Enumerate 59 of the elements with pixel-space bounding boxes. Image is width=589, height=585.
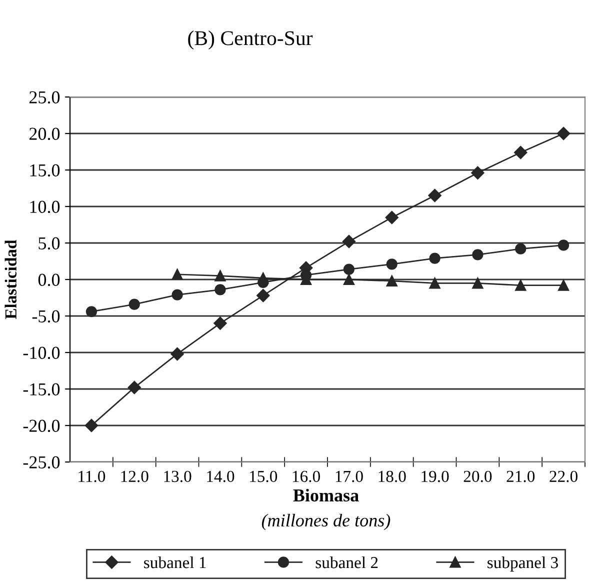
point: [471, 166, 484, 180]
y-tick-label: 25.0: [29, 91, 60, 104]
point: [514, 146, 528, 160]
y-tick-label: 5.0: [38, 237, 60, 250]
point: [172, 268, 183, 280]
point: [385, 210, 398, 224]
point: [429, 252, 440, 264]
point: [214, 284, 226, 296]
point: [515, 280, 526, 291]
x-tick-label: 11.0: [78, 470, 106, 482]
point: [386, 258, 398, 270]
point: [343, 264, 355, 275]
y-tick-label: -25.0: [23, 456, 60, 469]
point: [170, 347, 184, 361]
point: [556, 126, 570, 140]
point: [172, 289, 183, 300]
x-tick-label: 20.0: [464, 470, 492, 482]
x-axis-title: Biomasa: [293, 488, 359, 502]
x-tick-label: 22.0: [550, 470, 578, 482]
y-tick-label: -10.0: [23, 346, 60, 360]
point: [128, 380, 141, 394]
text: (millones de tons): [262, 514, 390, 530]
x-tick-label: 17.0: [336, 470, 363, 482]
x-tick-label: 21.0: [506, 470, 535, 482]
point: [429, 278, 440, 289]
y-tick-label: 0.0: [38, 274, 60, 286]
y-tick-label: 15.0: [30, 164, 60, 177]
legend-label: subanel 1: [144, 556, 206, 568]
point: [472, 249, 484, 260]
chart-title: (B) Centro-Sur: [188, 30, 313, 50]
point: [558, 240, 570, 251]
legend-label: subanel 2: [316, 556, 378, 568]
point: [428, 188, 442, 202]
x-tick-label: 19.0: [422, 470, 449, 482]
y-tick-label: 10.0: [30, 200, 60, 214]
y-tick-label: -20.0: [23, 420, 60, 432]
point: [128, 298, 140, 310]
point: [386, 275, 398, 287]
x-tick-label: 14.0: [207, 470, 234, 482]
point: [86, 306, 98, 318]
y-axis-title: Elasticidad: [4, 240, 17, 320]
point: [558, 280, 570, 291]
point: [214, 316, 227, 330]
point: [515, 243, 526, 254]
point: [342, 234, 356, 248]
point: [256, 288, 270, 302]
point: [84, 418, 98, 432]
y-tick-label: -5.0: [32, 310, 60, 323]
x-tick-label: 12.0: [121, 470, 148, 482]
legend-label: subpanel 3: [488, 556, 558, 572]
y-tick-label: -15.0: [23, 383, 60, 396]
point: [343, 274, 355, 286]
point: [472, 278, 484, 289]
x-tick-label: 18.0: [378, 470, 406, 482]
x-tick-label: 15.0: [250, 470, 278, 482]
point: [214, 270, 226, 282]
x-tick-label: 16.0: [292, 470, 320, 482]
y-tick-label: 20.0: [29, 128, 60, 140]
x-tick-label: 13.0: [164, 470, 192, 482]
